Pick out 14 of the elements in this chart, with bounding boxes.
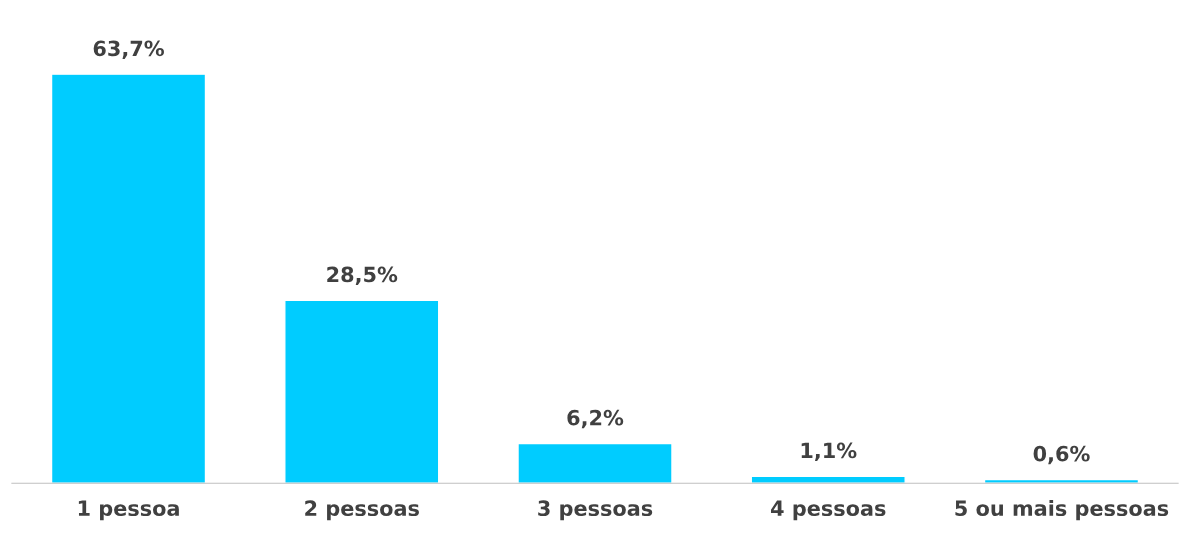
x-tick-label: 1 pessoa [78, 500, 179, 521]
data-label: 6,2% [567, 409, 624, 429]
bar [517, 442, 673, 484]
x-tick-label: 4 pessoas [771, 500, 886, 521]
x-tick-label: 3 pessoas [538, 500, 653, 521]
data-label: 1,1% [801, 442, 857, 461]
bar [284, 299, 440, 484]
data-label: 0,6% [1033, 445, 1090, 465]
data-label: 28,5% [327, 266, 398, 285]
bar [750, 475, 906, 484]
data-label: 63,7% [93, 40, 164, 59]
x-tick-label: 2 pessoas [305, 500, 419, 521]
bar [50, 73, 207, 484]
x-tick-label: 5 ou mais pessoas [955, 499, 1169, 521]
